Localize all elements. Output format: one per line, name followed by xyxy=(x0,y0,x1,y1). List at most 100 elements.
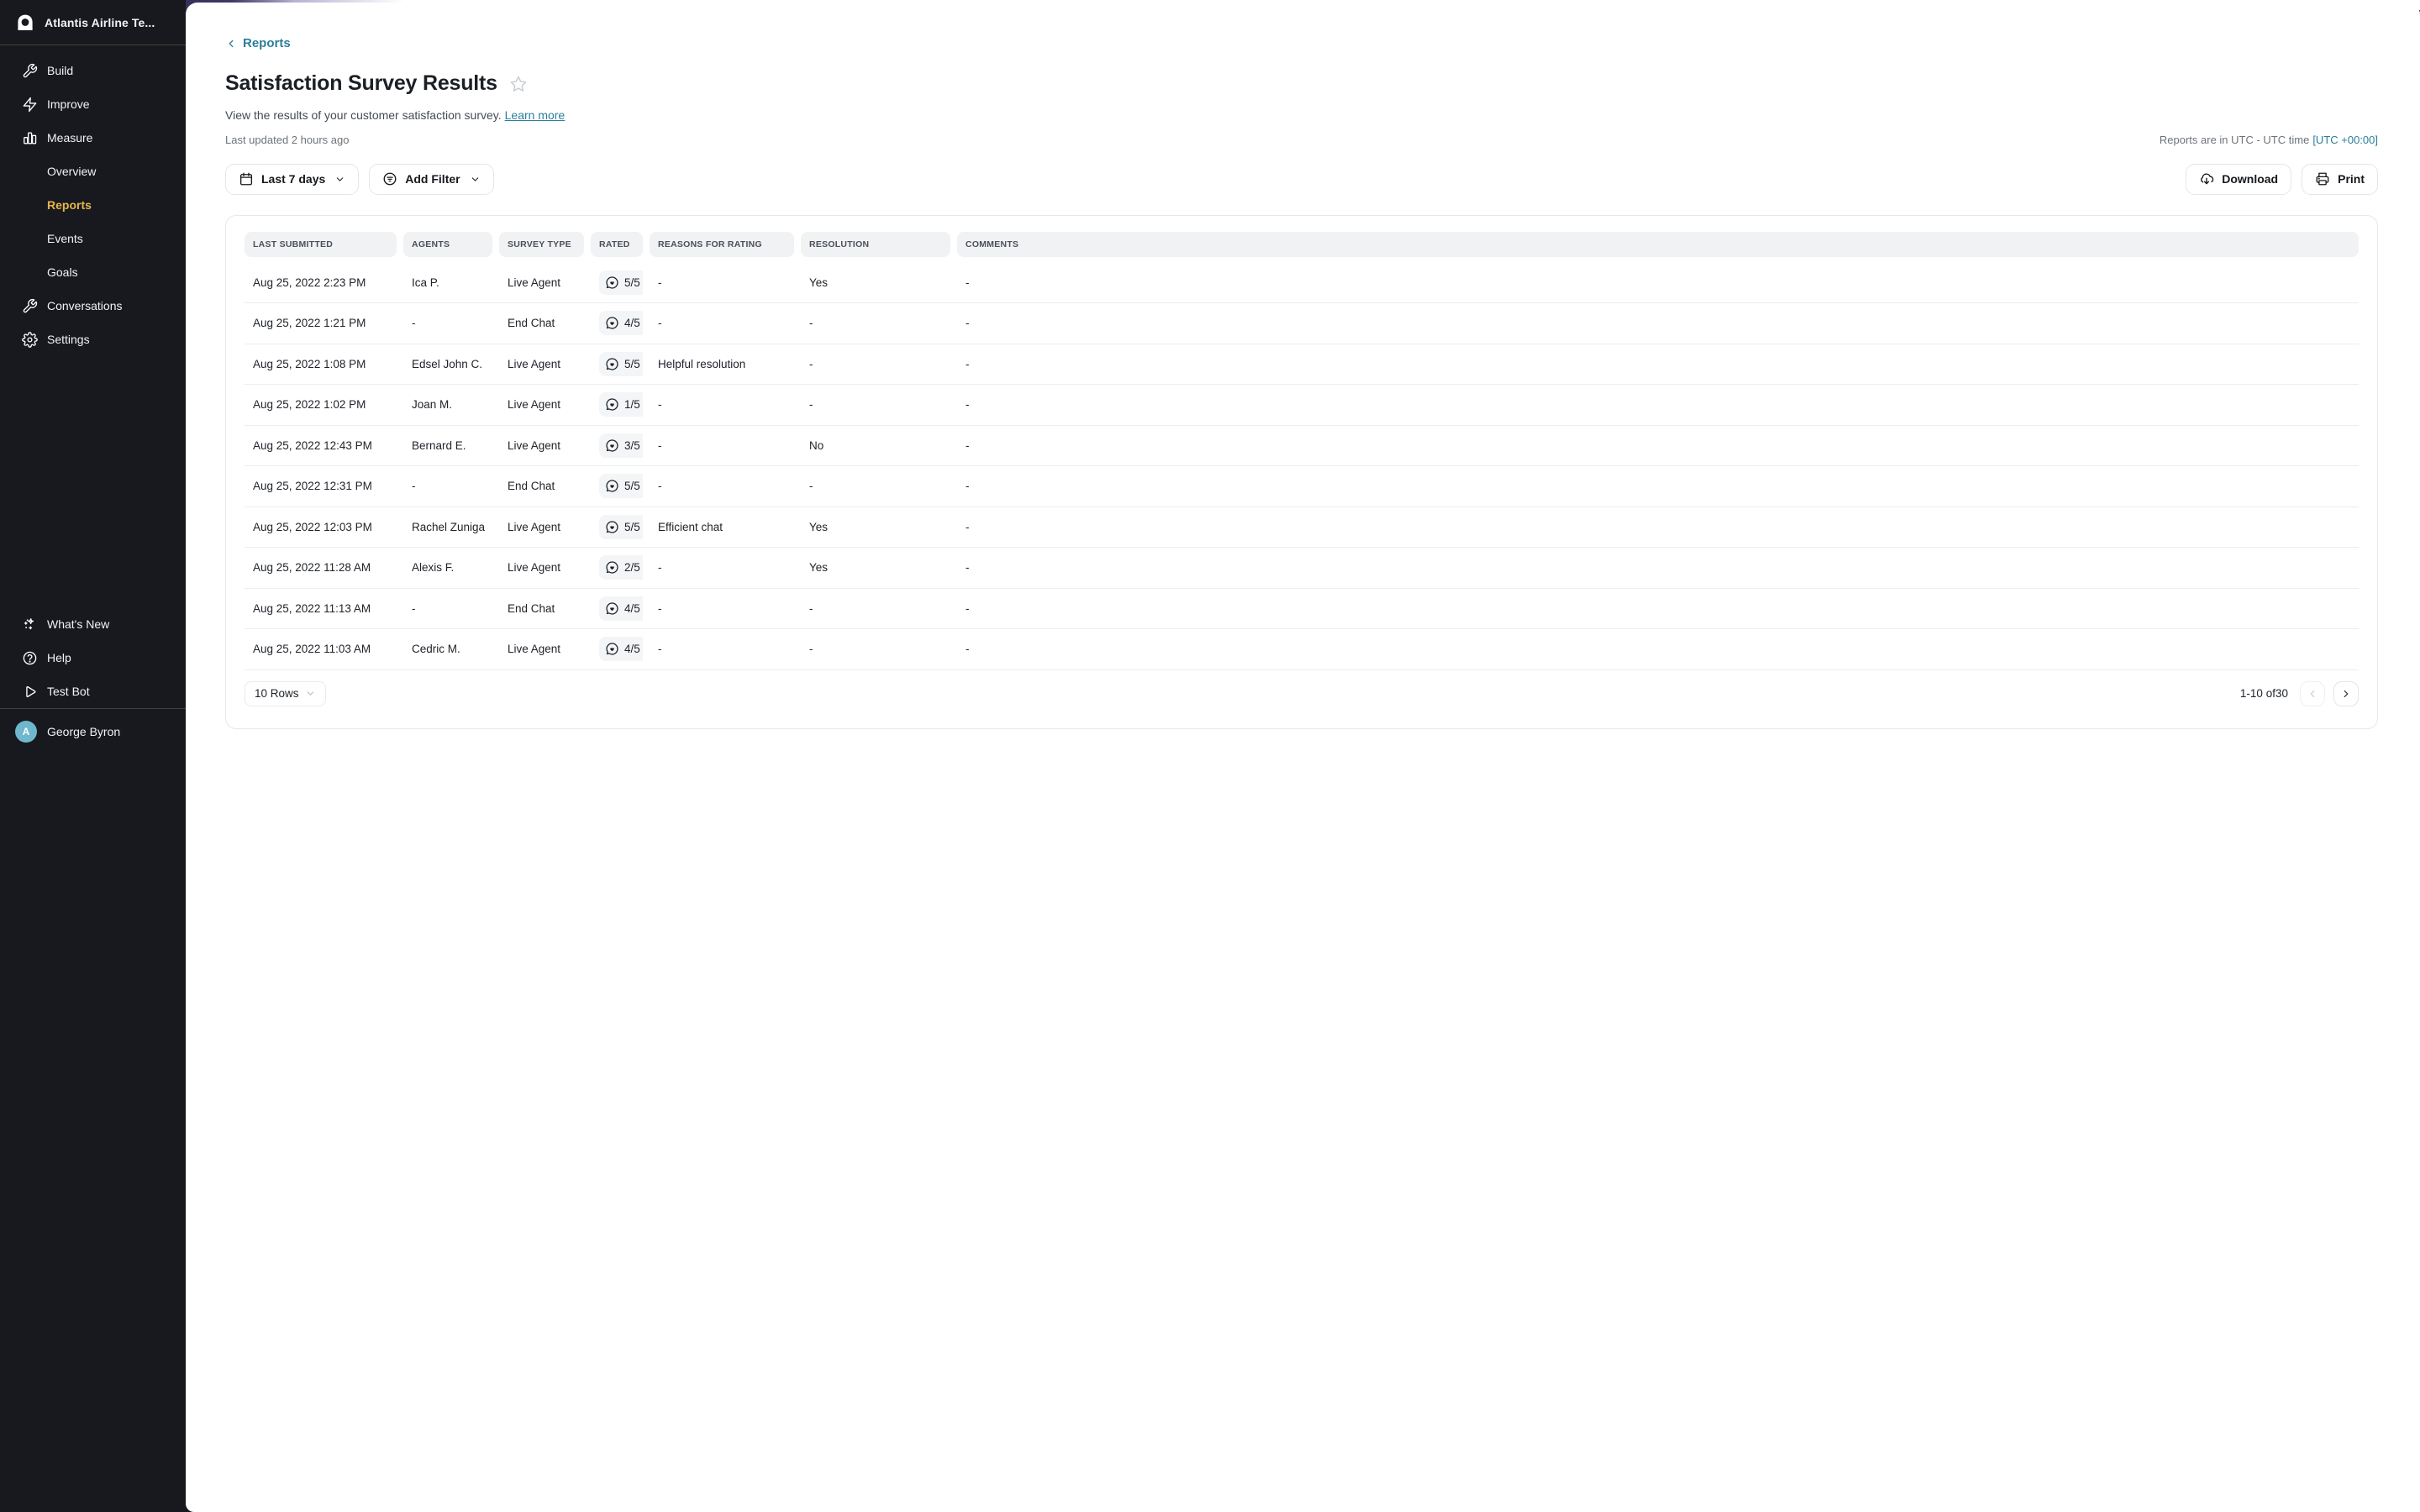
table-row[interactable]: Aug 25, 2022 1:02 PM Joan M. Live Agent … xyxy=(245,385,2359,426)
breadcrumb-reports[interactable]: Reports xyxy=(225,36,291,50)
cell-reasons: - xyxy=(658,480,662,493)
table-row[interactable]: Aug 25, 2022 11:28 AM Alexis F. Live Age… xyxy=(245,548,2359,589)
rating-value: 5/5 xyxy=(624,276,640,289)
pagination-range: 1-10 of30 xyxy=(2239,687,2288,700)
cell-survey-type: Live Agent xyxy=(508,438,561,452)
rating-badge: 2/5 xyxy=(599,555,643,580)
table-footer: 10 Rows 1-10 of30 xyxy=(245,680,2359,711)
cell-rated: 3/5 xyxy=(591,433,643,458)
table-row[interactable]: Aug 25, 2022 12:43 PM Bernard E. Live Ag… xyxy=(245,426,2359,466)
column-header-last-submitted[interactable]: Last Submitted xyxy=(245,231,397,257)
cell-survey-type: End Chat xyxy=(508,601,555,615)
sidebar-item-whats-new[interactable]: What's New xyxy=(0,607,186,641)
rating-value: 4/5 xyxy=(624,601,640,615)
table-row[interactable]: Aug 25, 2022 11:13 AM - End Chat 4/5 - -… xyxy=(245,589,2359,629)
table-row[interactable]: Aug 25, 2022 11:03 AM Cedric M. Live Age… xyxy=(245,629,2359,670)
cell-agents: Bernard E. xyxy=(412,438,466,452)
cell-agents: Cedric M. xyxy=(412,643,460,656)
cell-last-submitted: Aug 25, 2022 11:03 AM xyxy=(253,643,371,656)
cell-reasons: - xyxy=(658,317,662,330)
heart-chat-bubble-icon xyxy=(606,521,618,533)
help-circle-icon xyxy=(22,650,47,666)
sidebar-nav: Build Improve Measure Overview Reports E… xyxy=(0,45,186,356)
cell-survey-type: End Chat xyxy=(508,317,555,330)
sidebar-item-test-bot[interactable]: Test Bot xyxy=(0,675,186,708)
cell-resolution: - xyxy=(809,398,813,412)
sidebar-divider xyxy=(0,708,186,709)
workspace-switcher[interactable]: Atlantis Airline Te... xyxy=(0,0,186,45)
wrench-icon xyxy=(22,298,47,314)
cell-reasons: - xyxy=(658,398,662,412)
column-header-agents[interactable]: Agents xyxy=(403,231,492,257)
table-row[interactable]: Aug 25, 2022 12:31 PM - End Chat 5/5 - -… xyxy=(245,466,2359,507)
sidebar-item-build[interactable]: Build xyxy=(0,54,186,87)
print-button[interactable]: Print xyxy=(2302,163,2378,195)
table-row[interactable]: Aug 25, 2022 2:23 PM Ica P. Live Agent 5… xyxy=(245,263,2359,303)
sidebar-item-label: Build xyxy=(47,64,74,77)
rating-value: 3/5 xyxy=(624,438,640,452)
play-icon xyxy=(22,684,47,700)
workspace-name: Atlantis Airline Te... xyxy=(45,16,155,29)
column-header-rated[interactable]: Rated xyxy=(591,231,643,257)
print-label: Print xyxy=(2338,172,2365,186)
printer-icon xyxy=(2316,172,2329,186)
cell-comments: - xyxy=(965,561,970,575)
sidebar-item-measure[interactable]: Measure xyxy=(0,121,186,155)
cell-agents: Alexis F. xyxy=(412,561,455,575)
calendar-icon xyxy=(239,172,253,186)
cell-agents: Joan M. xyxy=(412,398,453,412)
sidebar-item-label: Measure xyxy=(47,131,93,144)
cell-agents: - xyxy=(412,317,416,330)
sidebar-item-goals[interactable]: Goals xyxy=(0,255,186,289)
sidebar-item-label: Events xyxy=(47,232,83,245)
column-header-comments[interactable]: Comments xyxy=(957,231,2359,257)
cell-survey-type: Live Agent xyxy=(508,643,561,656)
rows-per-page-button[interactable]: 10 Rows xyxy=(245,680,326,706)
add-filter-button[interactable]: Add Filter xyxy=(369,163,494,195)
main-content: Reports Satisfaction Survey Results View… xyxy=(186,3,2420,1512)
cell-survey-type: Live Agent xyxy=(508,520,561,533)
cell-comments: - xyxy=(965,601,970,615)
sidebar-item-help[interactable]: Help xyxy=(0,641,186,675)
rating-badge: 5/5 xyxy=(599,351,643,376)
sidebar-item-events[interactable]: Events xyxy=(0,222,186,255)
pagination: 1-10 of30 xyxy=(2239,680,2359,706)
rating-badge: 1/5 xyxy=(599,392,643,417)
date-range-filter-button[interactable]: Last 7 days xyxy=(225,163,360,195)
column-header-reasons[interactable]: Reasons for Rating xyxy=(650,231,794,257)
date-range-label: Last 7 days xyxy=(261,172,326,186)
timezone-link[interactable]: [UTC +00:00] xyxy=(2312,133,2378,146)
user-menu[interactable]: A George Byron xyxy=(0,709,186,756)
avatar: A xyxy=(15,721,37,743)
sidebar-item-conversations[interactable]: Conversations xyxy=(0,289,186,323)
last-updated-text: Last updated 2 hours ago xyxy=(225,133,350,146)
cell-rated: 4/5 xyxy=(591,596,643,621)
page-description: View the results of your customer satisf… xyxy=(225,108,2378,122)
table-row[interactable]: Aug 25, 2022 1:08 PM Edsel John C. Live … xyxy=(245,344,2359,385)
table-row[interactable]: Aug 25, 2022 1:21 PM - End Chat 4/5 - - … xyxy=(245,303,2359,344)
previous-page-button[interactable] xyxy=(2300,680,2325,706)
table-row[interactable]: Aug 25, 2022 12:03 PM Rachel Zuniga Live… xyxy=(245,507,2359,548)
download-button[interactable]: Download xyxy=(2186,163,2292,195)
timezone-text: Reports are in UTC - UTC time xyxy=(2159,133,2310,146)
heart-chat-bubble-icon xyxy=(606,317,618,329)
breadcrumb-label: Reports xyxy=(243,36,291,50)
next-page-button[interactable] xyxy=(2333,680,2359,706)
cell-last-submitted: Aug 25, 2022 12:03 PM xyxy=(253,520,372,533)
cell-reasons: - xyxy=(658,438,662,452)
cell-survey-type: Live Agent xyxy=(508,357,561,370)
sidebar-item-settings[interactable]: Settings xyxy=(0,323,186,356)
star-icon[interactable] xyxy=(509,75,528,93)
sidebar-item-improve[interactable]: Improve xyxy=(0,87,186,121)
learn-more-link[interactable]: Learn more xyxy=(504,108,566,122)
heart-chat-bubble-icon xyxy=(606,358,618,370)
rating-value: 5/5 xyxy=(624,357,640,370)
cell-rated: 5/5 xyxy=(591,270,643,295)
sidebar-spacer xyxy=(0,356,186,607)
cell-rated: 5/5 xyxy=(591,514,643,539)
column-header-survey-type[interactable]: Survey Type xyxy=(499,231,584,257)
sidebar-item-overview[interactable]: Overview xyxy=(0,155,186,188)
sidebar-item-reports[interactable]: Reports xyxy=(0,188,186,222)
column-header-resolution[interactable]: Resolution xyxy=(801,231,950,257)
filter-icon xyxy=(383,172,397,186)
